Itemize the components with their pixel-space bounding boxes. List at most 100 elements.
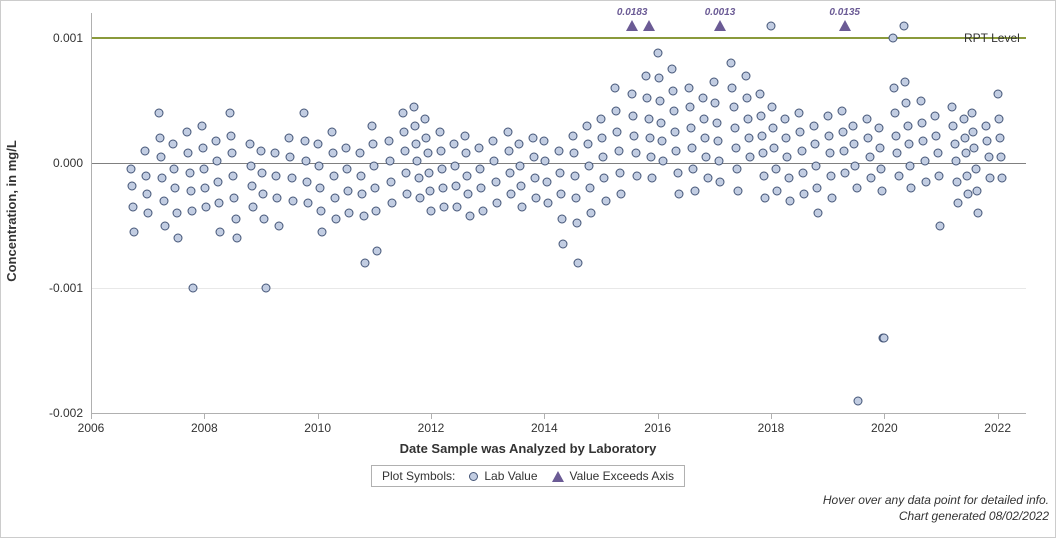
data-point[interactable] xyxy=(714,156,723,165)
data-point[interactable] xyxy=(356,149,365,158)
data-point[interactable] xyxy=(249,202,258,211)
data-point[interactable] xyxy=(385,156,394,165)
data-point[interactable] xyxy=(437,165,446,174)
data-point[interactable] xyxy=(197,121,206,130)
data-point[interactable] xyxy=(273,194,282,203)
data-point[interactable] xyxy=(304,199,313,208)
data-point[interactable] xyxy=(809,121,818,130)
data-point[interactable] xyxy=(629,111,638,120)
data-point[interactable] xyxy=(903,121,912,130)
data-point[interactable] xyxy=(216,227,225,236)
data-point[interactable] xyxy=(384,136,393,145)
data-point[interactable] xyxy=(169,140,178,149)
data-point[interactable] xyxy=(343,165,352,174)
data-point[interactable] xyxy=(837,106,846,115)
data-point[interactable] xyxy=(231,215,240,224)
data-point[interactable] xyxy=(784,174,793,183)
data-point[interactable] xyxy=(710,77,719,86)
data-point[interactable] xyxy=(202,202,211,211)
data-point[interactable] xyxy=(302,177,311,186)
data-point[interactable] xyxy=(462,149,471,158)
data-point[interactable] xyxy=(360,259,369,268)
data-point[interactable] xyxy=(742,94,751,103)
data-point[interactable] xyxy=(141,171,150,180)
data-point[interactable] xyxy=(422,134,431,143)
data-point[interactable] xyxy=(951,156,960,165)
data-point[interactable] xyxy=(797,146,806,155)
data-point[interactable] xyxy=(245,140,254,149)
data-point[interactable] xyxy=(490,156,499,165)
data-point[interactable] xyxy=(318,227,327,236)
data-point[interactable] xyxy=(386,177,395,186)
data-point[interactable] xyxy=(425,186,434,195)
data-point[interactable] xyxy=(259,190,268,199)
data-point[interactable] xyxy=(330,171,339,180)
data-point[interactable] xyxy=(767,21,776,30)
data-point[interactable] xyxy=(970,144,979,153)
data-point[interactable] xyxy=(798,169,807,178)
data-point[interactable] xyxy=(315,184,324,193)
data-point[interactable] xyxy=(630,131,639,140)
data-point[interactable] xyxy=(875,144,884,153)
data-point[interactable] xyxy=(246,161,255,170)
data-point[interactable] xyxy=(171,184,180,193)
data-point[interactable] xyxy=(127,181,136,190)
data-point[interactable] xyxy=(984,152,993,161)
data-point[interactable] xyxy=(668,86,677,95)
data-point[interactable] xyxy=(985,174,994,183)
data-point[interactable] xyxy=(840,146,849,155)
data-point[interactable] xyxy=(760,171,769,180)
data-point[interactable] xyxy=(853,396,862,405)
data-point[interactable] xyxy=(373,246,382,255)
data-point[interactable] xyxy=(849,121,858,130)
data-point[interactable] xyxy=(628,90,637,99)
data-point[interactable] xyxy=(172,209,181,218)
data-point[interactable] xyxy=(614,146,623,155)
data-point[interactable] xyxy=(477,184,486,193)
data-point[interactable] xyxy=(616,190,625,199)
data-point[interactable] xyxy=(648,174,657,183)
data-point[interactable] xyxy=(200,184,209,193)
data-point[interactable] xyxy=(518,202,527,211)
data-point[interactable] xyxy=(685,102,694,111)
data-point[interactable] xyxy=(796,127,805,136)
data-point[interactable] xyxy=(583,140,592,149)
data-point[interactable] xyxy=(317,206,326,215)
data-point[interactable] xyxy=(532,194,541,203)
data-point[interactable] xyxy=(476,165,485,174)
data-point[interactable] xyxy=(158,174,167,183)
data-point[interactable] xyxy=(716,177,725,186)
data-point[interactable] xyxy=(506,190,515,199)
data-point[interactable] xyxy=(768,102,777,111)
data-point[interactable] xyxy=(160,221,169,230)
data-point[interactable] xyxy=(919,136,928,145)
data-point[interactable] xyxy=(189,284,198,293)
data-point[interactable] xyxy=(586,184,595,193)
data-point[interactable] xyxy=(950,140,959,149)
data-point[interactable] xyxy=(144,209,153,218)
data-point[interactable] xyxy=(905,161,914,170)
data-point[interactable] xyxy=(785,196,794,205)
data-point[interactable] xyxy=(824,131,833,140)
data-point[interactable] xyxy=(398,109,407,118)
data-point[interactable] xyxy=(143,190,152,199)
data-point[interactable] xyxy=(301,156,310,165)
data-point[interactable] xyxy=(952,177,961,186)
data-point[interactable] xyxy=(489,136,498,145)
data-point[interactable] xyxy=(982,121,991,130)
data-point[interactable] xyxy=(654,74,663,83)
data-point[interactable] xyxy=(615,169,624,178)
data-point[interactable] xyxy=(568,131,577,140)
data-point[interactable] xyxy=(128,202,137,211)
data-point[interactable] xyxy=(530,152,539,161)
data-point[interactable] xyxy=(411,121,420,130)
data-point[interactable] xyxy=(770,144,779,153)
data-point[interactable] xyxy=(450,161,459,170)
data-point[interactable] xyxy=(795,109,804,118)
data-point[interactable] xyxy=(713,136,722,145)
data-point[interactable] xyxy=(229,171,238,180)
data-point[interactable] xyxy=(367,121,376,130)
data-point[interactable] xyxy=(969,127,978,136)
data-point[interactable] xyxy=(972,186,981,195)
data-point[interactable] xyxy=(743,115,752,124)
